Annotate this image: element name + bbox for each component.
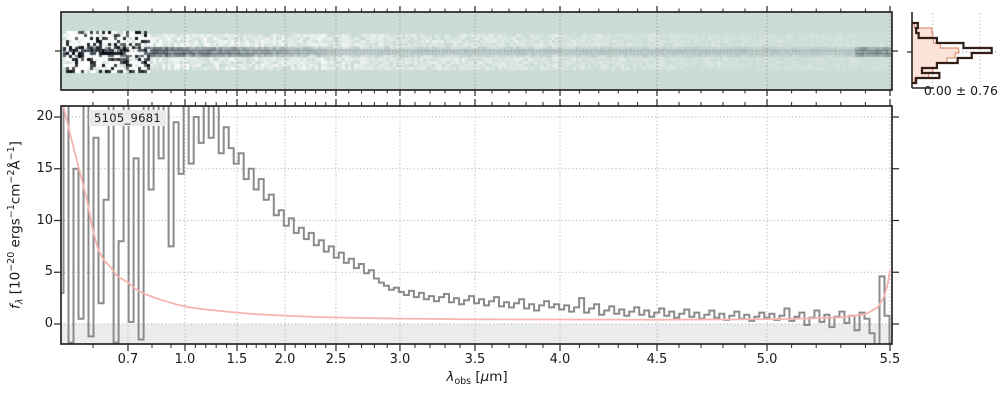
source-id-label: 5105_9681: [89, 110, 166, 126]
spectrum-2d-image: [61, 12, 892, 90]
y-tick-label: 20: [36, 109, 53, 124]
spectrum-2d-axes: [55, 6, 898, 96]
x-tick-label: 0.7: [117, 352, 139, 367]
y-tick-label: 5: [44, 264, 53, 280]
y-tick-label: 10: [36, 212, 53, 228]
x-tick-label: 3.5: [464, 352, 486, 367]
y-tick-label: 15: [36, 160, 53, 176]
x-tick-label: 4.0: [549, 352, 571, 367]
pixel-histogram-panel: [907, 12, 997, 89]
y-tick-label: 0: [44, 316, 53, 331]
histogram-stats-annotation: 0.00 ± 0.76: [923, 83, 998, 98]
x-tick-label: 1.0: [174, 352, 196, 367]
x-tick-label: 1.5: [226, 352, 248, 367]
x-tick-label: 5.0: [756, 352, 778, 367]
x-tick-label: 2.0: [274, 352, 296, 367]
spectrum-1d-panel: [54, 99, 899, 351]
x-tick-label: 4.5: [646, 352, 668, 367]
x-tick-label: 3.0: [389, 352, 411, 367]
x-tick-label: 2.5: [325, 352, 347, 367]
x-axis-label: λobs [μm]: [446, 369, 508, 387]
x-tick-label: 5.5: [879, 352, 901, 367]
